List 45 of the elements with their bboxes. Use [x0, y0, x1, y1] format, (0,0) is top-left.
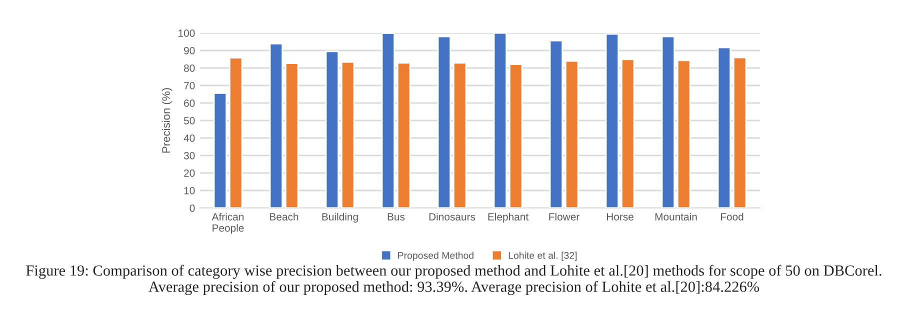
x-tick-label: Beach	[270, 212, 298, 221]
bar	[325, 50, 340, 208]
y-tick-label: 10	[184, 187, 195, 194]
bar	[452, 62, 467, 208]
bar	[549, 40, 564, 208]
y-tick-label: 30	[184, 152, 195, 160]
x-tick-label: Elephant	[488, 212, 528, 223]
y-tick-label: 40	[184, 134, 195, 142]
x-tick-label: African People	[212, 212, 244, 234]
legend-label: Lohite et al. [32]	[508, 252, 577, 261]
bar	[269, 42, 284, 208]
x-tick-label: Flower	[549, 212, 580, 221]
legend-label: Proposed Method	[398, 252, 474, 261]
caption: Figure 19: Comparison of category wise precision between our proposed method and Lohite et al.[20] methods for scope of 50 on DBCorel. Average precision of our proposed method: 93.39%. Average precision of Lohite et al.[20]:84.226%	[26, 264, 882, 296]
y-tick-label: 90	[184, 47, 195, 54]
bar	[605, 33, 620, 208]
y-tick-label: 20	[184, 170, 195, 177]
y-tick-label: 60	[184, 100, 195, 107]
y-tick-label: 0	[190, 204, 195, 212]
bar	[564, 60, 579, 208]
x-tick-label: Building	[322, 212, 358, 223]
y-tick-label: 80	[184, 64, 195, 72]
bar	[620, 58, 635, 208]
bar	[437, 36, 452, 208]
x-tick-label: Mountain	[655, 212, 697, 221]
bar	[213, 92, 228, 208]
x-tick-label: Dinosaurs	[429, 212, 476, 221]
x-tick-label: Food	[720, 212, 744, 221]
bar	[661, 36, 676, 208]
x-tick-label: Bus	[388, 213, 405, 221]
bar	[340, 61, 355, 208]
bar	[396, 62, 411, 208]
x-tick-label: Horse	[606, 213, 634, 221]
bar	[508, 64, 523, 208]
y-tick-label: 100	[178, 30, 195, 37]
bar	[493, 33, 508, 208]
bar	[284, 62, 299, 208]
bar	[732, 56, 747, 208]
bar	[676, 60, 691, 208]
y-tick-label: 50	[184, 117, 195, 124]
bar	[717, 46, 732, 208]
y-axis-title: Precision (%)	[162, 88, 172, 153]
y-tick-label: 70	[184, 82, 195, 90]
bar	[381, 33, 396, 208]
bar	[228, 57, 243, 208]
